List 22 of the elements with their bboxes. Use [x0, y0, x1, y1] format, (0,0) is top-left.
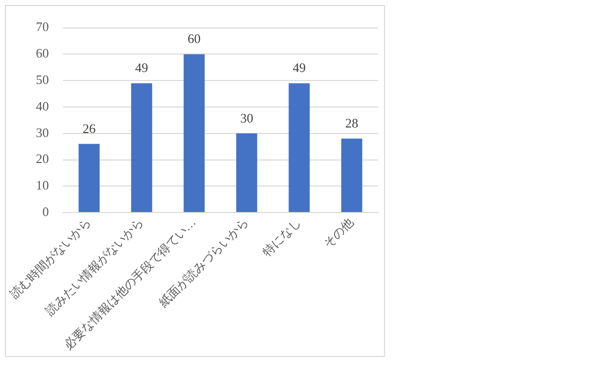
bar	[236, 133, 258, 212]
bar	[78, 144, 100, 212]
y-tick-label: 40	[36, 98, 49, 114]
data-label: 26	[82, 120, 96, 136]
x-tick-label: 特になし	[260, 215, 304, 259]
y-tick-label: 20	[36, 151, 49, 166]
bar	[184, 54, 205, 212]
y-tick-label: 10	[36, 178, 49, 193]
data-label: 49	[292, 60, 306, 76]
y-tick-label: 50	[36, 72, 49, 88]
data-label: 60	[188, 31, 201, 46]
bar	[288, 83, 310, 212]
y-tick-label: 60	[36, 46, 49, 61]
data-label: 30	[240, 110, 254, 126]
y-tick-label: 70	[36, 19, 49, 34]
data-label: 49	[135, 60, 148, 76]
y-tick-label: 30	[36, 124, 49, 140]
bar	[131, 83, 152, 212]
x-tick-label: その他	[320, 215, 356, 250]
bar	[341, 138, 362, 212]
data-label: 28	[345, 116, 358, 131]
y-tick-label: 0	[42, 204, 49, 219]
